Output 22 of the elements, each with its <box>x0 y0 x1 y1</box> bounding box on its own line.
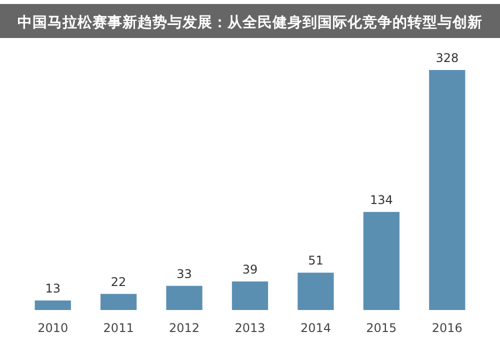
bar <box>100 294 137 310</box>
chart-title: 中国马拉松赛事新趋势与发展：从全民健身到国际化竞争的转型与创新 <box>18 13 482 31</box>
bar <box>232 281 268 310</box>
x-tick-label: 2012 <box>169 321 200 335</box>
bar <box>298 272 334 310</box>
data-label: 39 <box>242 262 258 276</box>
data-label: 51 <box>308 254 324 268</box>
data-label: 33 <box>176 266 192 281</box>
bar <box>166 286 202 310</box>
bar <box>34 300 71 310</box>
data-label: 134 <box>370 192 393 207</box>
x-tick-label: 2010 <box>38 321 68 335</box>
bar <box>363 212 400 310</box>
data-label: 328 <box>436 51 459 65</box>
x-tick-label: 2014 <box>300 321 331 335</box>
bar <box>429 70 466 310</box>
x-tick-label: 2015 <box>366 321 397 335</box>
x-tick-label: 2013 <box>234 321 266 335</box>
data-label: 13 <box>45 281 60 296</box>
x-tick-label: 2016 <box>432 321 462 335</box>
x-tick-label: 2011 <box>103 321 134 335</box>
data-label: 22 <box>110 274 126 289</box>
